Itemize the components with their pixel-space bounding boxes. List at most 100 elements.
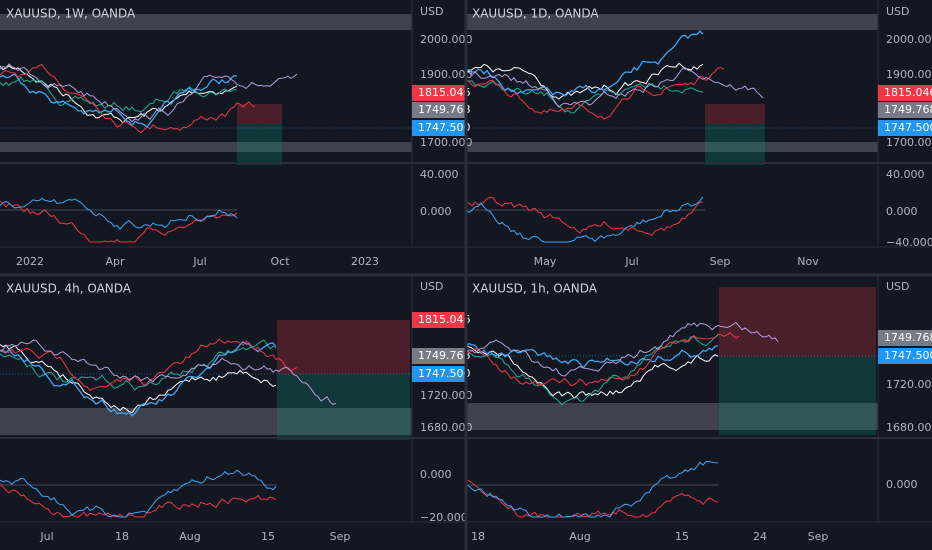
price-tag-label: 1747.500 — [884, 349, 932, 362]
price-line — [465, 30, 704, 97]
price-line — [0, 73, 238, 129]
pane-title: XAUUSD, 1h, OANDA — [472, 282, 598, 296]
chart-pane: XAUUSD, 1h, OANDA USD 1720.000 1680.000 1749… — [465, 275, 932, 543]
chart-pane: XAUUSD, 4h, OANDA USD1720.0001680.0001815… — [0, 275, 473, 543]
stop-loss-box — [719, 287, 876, 357]
time-axis-label: Sep — [330, 530, 351, 543]
take-profit-box — [237, 124, 282, 165]
price-tag — [412, 102, 466, 118]
indicator-line — [465, 196, 704, 243]
time-axis-label: 2023 — [351, 255, 379, 268]
ichimoku-line — [465, 332, 740, 387]
time-axis-label: Aug — [179, 530, 200, 543]
ichimoku-line — [0, 339, 337, 406]
indicator-tick-label: 0.000 — [420, 468, 452, 481]
price-line — [0, 341, 277, 417]
price-tag-label: 1749.768 — [884, 331, 932, 344]
time-axis-label: Jul — [192, 255, 206, 268]
indicator-tick-label: 40.000 — [420, 168, 459, 181]
indicator-tick-label: −20.000 — [420, 511, 468, 524]
time-axis-label: 15 — [261, 530, 275, 543]
price-tag — [878, 102, 932, 118]
indicator-tick-label: 0.000 — [886, 478, 918, 491]
price-tick-label: 1680.000 — [420, 421, 473, 434]
price-tag-label: 1815.046 — [418, 86, 471, 99]
price-tick-label: 2000.000 — [420, 33, 473, 46]
time-axis-label: Jul — [39, 530, 53, 543]
price-tag — [878, 120, 932, 136]
time-axis-label: 24 — [753, 530, 767, 543]
zone-band — [466, 403, 878, 430]
ichimoku-line — [465, 67, 764, 108]
indicator-tick-label: 40.000 — [886, 168, 925, 181]
stop-loss-box — [277, 320, 410, 374]
take-profit-box — [277, 374, 410, 440]
time-axis-label: Nov — [797, 255, 819, 268]
price-axis-unit: USD — [886, 280, 910, 293]
price-tag — [878, 85, 932, 101]
time-axis-label: Sep — [808, 530, 829, 543]
indicator-line — [0, 197, 238, 231]
price-line — [465, 62, 704, 100]
price-tag — [412, 120, 466, 136]
price-tick-label: 1700.000 — [886, 136, 932, 149]
time-axis-label: 18 — [115, 530, 129, 543]
zone-band — [466, 142, 878, 152]
price-tag — [412, 366, 466, 382]
indicator-tick-label: 0.000 — [420, 205, 452, 218]
indicator-line — [0, 483, 277, 518]
price-tag — [412, 85, 466, 101]
zone-band — [466, 14, 878, 30]
pane-title: XAUUSD, 1W, OANDA — [6, 7, 136, 21]
price-tick-label: 1720.000 — [886, 378, 932, 391]
price-tick-label: 1900.000 — [886, 68, 932, 81]
time-axis-label: Apr — [105, 255, 125, 268]
price-tag-label: 1815.046 — [418, 313, 471, 326]
price-tag — [412, 348, 466, 364]
price-tick-label: 1720.000 — [420, 389, 473, 402]
price-tick-label: 1680.000 — [886, 421, 932, 434]
price-tag-label: 1749.768 — [418, 349, 471, 362]
price-tag-label: 1749.768 — [884, 103, 932, 116]
price-axis-unit: USD — [420, 280, 444, 293]
price-line — [465, 335, 719, 406]
indicator-line — [465, 460, 719, 518]
price-axis-unit: USD — [886, 5, 910, 18]
time-axis-label: May — [534, 255, 557, 268]
price-tag-label: 1747.500 — [884, 121, 932, 134]
price-tag-label: 1747.500 — [418, 367, 471, 380]
ichimoku-line — [465, 321, 779, 377]
time-axis-label: Oct — [270, 255, 290, 268]
price-tick-label: 1900.000 — [420, 68, 473, 81]
price-axis-unit: USD — [420, 5, 444, 18]
time-axis-label: 18 — [471, 530, 485, 543]
zone-band — [0, 14, 412, 30]
take-profit-box — [705, 124, 765, 165]
indicator-line — [465, 478, 719, 518]
ichimoku-line — [0, 63, 298, 123]
price-tag-label: 1815.046 — [884, 86, 932, 99]
indicator-line — [0, 469, 277, 518]
chart-pane: XAUUSD, 1D, OANDA USD 2000.000 1900.000 1700… — [465, 0, 932, 268]
ichimoku-line — [0, 338, 298, 392]
stop-loss-box — [237, 104, 282, 124]
zone-band — [0, 142, 412, 152]
time-axis-label: Sep — [710, 255, 731, 268]
pane-title: XAUUSD, 4h, OANDA — [6, 282, 132, 296]
price-tag-label: 1747.500 — [418, 121, 471, 134]
price-tag — [878, 330, 932, 346]
time-axis-label: Jul — [624, 255, 638, 268]
time-axis-label: Aug — [569, 530, 590, 543]
take-profit-box — [719, 357, 876, 435]
indicator-line — [465, 196, 704, 237]
stop-loss-box — [705, 104, 765, 124]
ichimoku-line — [0, 64, 256, 134]
price-line — [0, 344, 277, 414]
indicator-tick-label: 0.000 — [886, 205, 918, 218]
price-tag — [878, 348, 932, 364]
indicator-tick-label: −40.000 — [886, 236, 932, 249]
chart-pane: XAUUSD, 1W, OANDA USD 2000.000 1900.000 1700… — [0, 0, 473, 268]
ichimoku-line — [465, 67, 725, 120]
time-axis-label: 2022 — [16, 255, 44, 268]
